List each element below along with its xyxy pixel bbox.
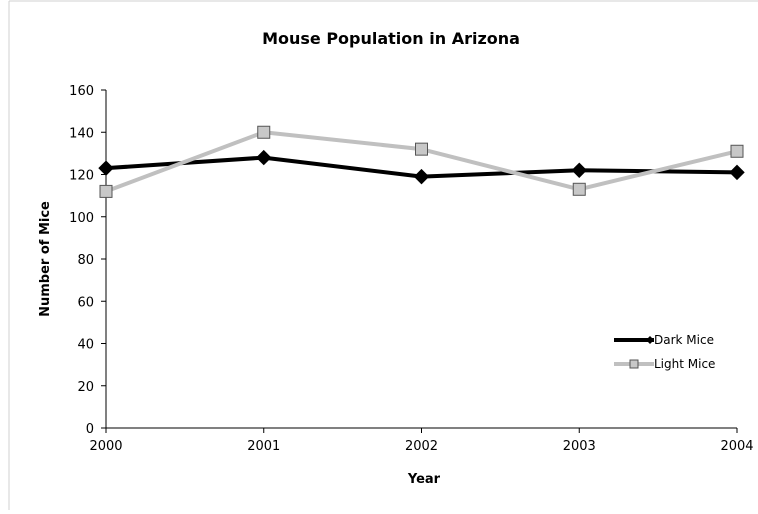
y-tick-label: 100 — [69, 211, 94, 226]
chart-title: Mouse Population in Arizona — [262, 29, 520, 48]
data-point — [730, 144, 744, 158]
data-point — [257, 125, 271, 139]
data-point — [729, 164, 745, 181]
y-tick-label: 160 — [69, 84, 94, 99]
legend-label: Dark Mice — [654, 333, 714, 347]
legend-swatch-marker — [646, 336, 654, 344]
y-tick-label: 40 — [77, 338, 94, 353]
x-tick-label: 2000 — [89, 439, 122, 454]
y-tick-label: 140 — [69, 126, 94, 141]
x-tick-label: 2003 — [563, 439, 596, 454]
data-point — [256, 149, 272, 166]
x-tick-label: 2004 — [720, 439, 753, 454]
y-tick-label: 0 — [86, 422, 94, 437]
y-tick-label: 120 — [69, 169, 94, 184]
data-point — [413, 168, 430, 185]
series-layer — [98, 125, 745, 198]
data-point — [572, 182, 586, 196]
data-point — [99, 184, 113, 198]
y-tick-label: 20 — [77, 380, 94, 395]
x-axis-label: Year — [407, 472, 441, 487]
x-tick-label: 2002 — [405, 439, 438, 454]
x-ticks: 2000 2001 2002 2003 2004 — [89, 428, 754, 454]
y-tick-label: 80 — [77, 253, 94, 268]
legend-label: Light Mice — [654, 357, 715, 371]
legend-swatch-marker — [629, 359, 639, 369]
data-point — [98, 160, 114, 176]
y-tick-label: 60 — [77, 295, 94, 310]
data-point — [415, 142, 428, 156]
y-axis-label: Number of Mice — [38, 201, 53, 317]
y-ticks: 0 20 40 60 80 100 120 140 160 — [69, 84, 106, 437]
x-tick-label: 2001 — [247, 439, 280, 454]
series-light-mice — [99, 125, 744, 198]
legend: Dark Mice Light Mice — [614, 333, 715, 371]
data-point — [571, 162, 587, 178]
series-dark-mice — [98, 149, 745, 185]
